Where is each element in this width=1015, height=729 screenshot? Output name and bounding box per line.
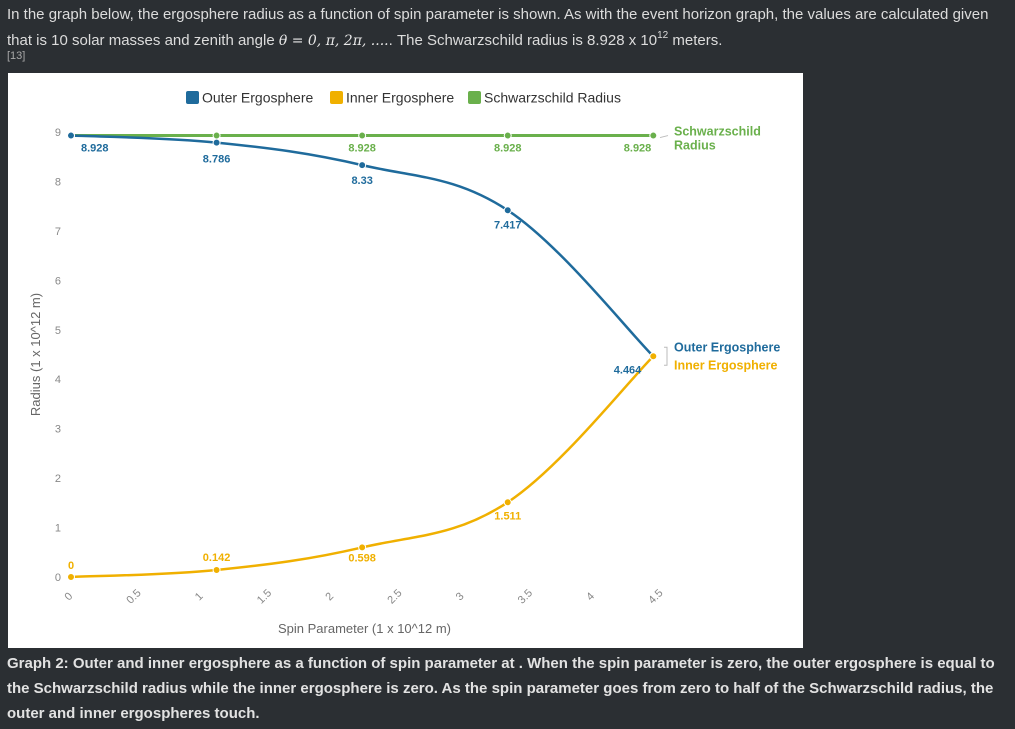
data-label: 0.598 bbox=[348, 552, 376, 564]
x-tick-label: 2 bbox=[323, 590, 336, 603]
data-point bbox=[503, 206, 512, 215]
x-tick-label: 1 bbox=[193, 590, 206, 603]
legend-swatch bbox=[330, 91, 343, 104]
intro-text-2: . The Schwarzschild radius is 8.928 x 10 bbox=[388, 32, 658, 49]
x-tick-label: 2.5 bbox=[385, 587, 404, 606]
reference-link[interactable]: [13] bbox=[7, 50, 26, 62]
data-point bbox=[503, 131, 512, 140]
x-tick-label: 4.5 bbox=[646, 587, 665, 606]
intro-text-3: meters. bbox=[668, 32, 723, 49]
exponent: 12 bbox=[657, 30, 669, 41]
legend-label: Schwarzschild Radius bbox=[484, 90, 621, 106]
y-tick-label: 7 bbox=[55, 226, 61, 238]
legend-label: Outer Ergosphere bbox=[202, 90, 313, 106]
x-tick-label: 4 bbox=[584, 590, 597, 603]
intro-text-1: In the graph below, the ergosphere radiu… bbox=[7, 6, 989, 49]
data-label: 8.786 bbox=[203, 154, 231, 166]
x-tick-label: 3.5 bbox=[516, 587, 535, 606]
x-axis-title: Spin Parameter (1 x 10^12 m) bbox=[278, 621, 451, 636]
legend-swatch bbox=[186, 91, 199, 104]
data-label: 8.928 bbox=[494, 143, 522, 155]
y-tick-label: 9 bbox=[55, 127, 61, 139]
data-label: 8.928 bbox=[81, 143, 109, 155]
data-point bbox=[503, 498, 512, 507]
data-point bbox=[649, 131, 658, 140]
end-label-schwarzschild: Schwarzschild bbox=[674, 125, 761, 139]
y-tick-label: 1 bbox=[55, 523, 61, 535]
y-tick-label: 3 bbox=[55, 424, 61, 436]
data-label: 0 bbox=[68, 560, 74, 572]
legend-swatch bbox=[468, 91, 481, 104]
data-label: 8.928 bbox=[624, 143, 652, 155]
y-tick-label: 6 bbox=[55, 275, 61, 287]
data-point bbox=[67, 573, 75, 581]
x-tick-label: 0.5 bbox=[124, 587, 143, 606]
data-label: 0.142 bbox=[203, 552, 231, 564]
intro-paragraph: In the graph below, the ergosphere radiu… bbox=[7, 2, 1007, 54]
data-point bbox=[67, 131, 75, 140]
data-label: 8.33 bbox=[351, 175, 372, 187]
data-label: 7.417 bbox=[494, 219, 522, 231]
legend-label: Inner Ergosphere bbox=[346, 90, 454, 106]
data-label: 8.928 bbox=[348, 143, 376, 155]
zenith-angle-formula: θ = 0, π, 2π, .... bbox=[278, 33, 389, 49]
y-tick-label: 2 bbox=[55, 473, 61, 485]
end-label-schwarzschild: Radius bbox=[674, 139, 716, 153]
end-label-outer: Outer Ergosphere bbox=[674, 340, 780, 354]
end-label-connector bbox=[659, 135, 669, 139]
data-point bbox=[358, 543, 367, 552]
data-label: 4.464 bbox=[614, 364, 642, 376]
end-label-inner: Inner Ergosphere bbox=[674, 358, 778, 372]
end-label-bracket bbox=[664, 346, 668, 366]
y-axis-title: Radius (1 x 10^12 m) bbox=[28, 293, 43, 416]
data-point bbox=[212, 131, 221, 140]
figure-caption: Graph 2: Outer and inner ergosphere as a… bbox=[7, 655, 995, 722]
y-tick-label: 0 bbox=[55, 572, 61, 584]
data-point bbox=[649, 352, 658, 361]
x-tick-label: 1.5 bbox=[255, 587, 274, 606]
data-point bbox=[358, 161, 367, 170]
data-point bbox=[358, 131, 367, 140]
y-tick-label: 8 bbox=[55, 176, 61, 188]
data-label: 1.511 bbox=[494, 510, 521, 522]
x-tick-label: 3 bbox=[454, 590, 467, 603]
chart-container: 0 1 2 3 4 5 6 7 8 9 0 0.5 1 1.5 2 2.5 3 3.5 4 4.5 Spin Param… bbox=[8, 73, 803, 648]
x-tick-label: 0 bbox=[62, 590, 75, 603]
data-point bbox=[212, 138, 221, 147]
y-tick-label: 5 bbox=[55, 325, 61, 337]
ergosphere-chart: 0 1 2 3 4 5 6 7 8 9 0 0.5 1 1.5 2 2.5 3 3.5 4 4.5 Spin Param… bbox=[28, 90, 780, 637]
y-tick-label: 4 bbox=[55, 374, 61, 386]
data-point bbox=[212, 565, 221, 574]
